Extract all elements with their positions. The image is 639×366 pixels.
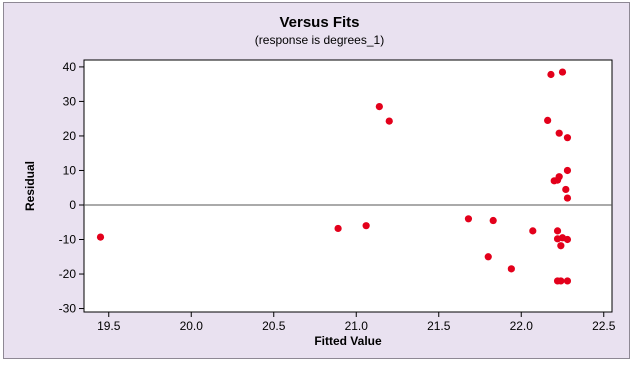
x-axis-label: Fitted Value (314, 334, 382, 348)
x-tick-label: 22.5 (592, 319, 616, 333)
data-point (334, 224, 342, 233)
y-tick-label: -20 (59, 267, 77, 281)
y-tick-label: -10 (59, 233, 77, 247)
x-tick-label: 19.5 (97, 319, 121, 333)
data-point (563, 194, 572, 202)
y-axis-label: Residual (23, 161, 37, 211)
data-point (507, 265, 515, 273)
data-point (557, 277, 565, 285)
data-point (563, 134, 572, 142)
data-point (464, 215, 473, 223)
data-point (385, 117, 393, 125)
x-tick-label: 22.0 (510, 319, 534, 333)
data-point (557, 242, 565, 250)
x-tick-label: 20.5 (262, 319, 286, 333)
data-point (558, 68, 567, 76)
y-tick-label: 40 (63, 60, 77, 74)
data-point (563, 235, 572, 244)
x-tick-label: 21.5 (427, 319, 451, 333)
data-point (563, 277, 572, 285)
chart-title: Versus Fits (279, 14, 360, 31)
y-tick-label: 20 (63, 129, 77, 143)
data-point (555, 129, 563, 137)
x-tick-label: 20.0 (180, 319, 204, 333)
data-point (362, 222, 370, 230)
y-tick-label: 30 (63, 94, 77, 108)
data-point (563, 166, 572, 175)
data-point (484, 253, 492, 261)
data-point (553, 176, 562, 184)
data-point (562, 185, 570, 194)
data-point (529, 227, 537, 235)
data-point (553, 227, 562, 235)
y-tick-label: 10 (63, 163, 77, 177)
data-point (547, 70, 555, 79)
data-point (375, 103, 383, 111)
y-tick-label: 0 (69, 198, 76, 212)
chart-subtitle: (response is degrees_1) (254, 33, 385, 47)
data-point (96, 233, 105, 241)
plot-area (83, 59, 613, 313)
x-tick-label: 21.0 (345, 319, 369, 333)
data-point (544, 116, 552, 125)
y-tick-label: -30 (59, 302, 77, 316)
data-point (489, 216, 497, 225)
